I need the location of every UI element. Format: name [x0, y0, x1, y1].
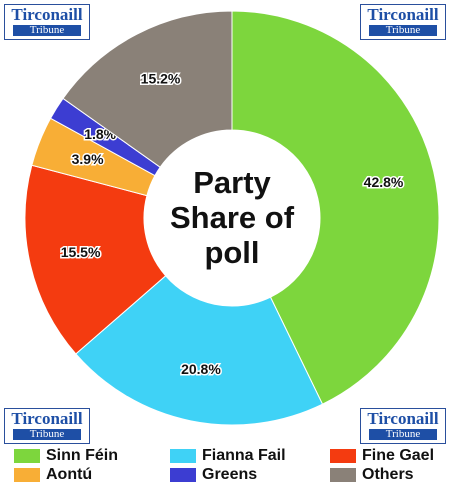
slice: [62, 10, 233, 168]
legend-swatch: [14, 468, 40, 482]
legend-label: Greens: [202, 466, 257, 483]
value-label: 42.8%: [364, 174, 404, 190]
legend-label: Aontú: [46, 466, 92, 483]
legend-swatch: [330, 468, 356, 482]
logo-name: Tirconaill: [11, 5, 83, 24]
slice: [75, 275, 324, 426]
value-label: 15.2%: [141, 71, 181, 87]
logo: Tirconaill Tribune: [360, 4, 446, 40]
logo-subtitle: Tribune: [369, 429, 437, 440]
legend-label: Fine Gael: [362, 447, 434, 464]
logo-subtitle: Tribune: [369, 25, 437, 36]
logo-name: Tirconaill: [11, 409, 83, 428]
legend-swatch: [170, 449, 196, 463]
chart-title: Party Share of poll: [169, 165, 295, 270]
slice: [231, 10, 440, 405]
logo: Tirconaill Tribune: [4, 408, 90, 444]
logo-name: Tirconaill: [367, 5, 439, 24]
slice: [24, 164, 167, 355]
legend-swatch: [170, 468, 196, 482]
logo: Tirconaill Tribune: [4, 4, 90, 40]
legend-swatch: [330, 449, 356, 463]
legend-label: Others: [362, 466, 414, 483]
legend-label: Sinn Féin: [46, 447, 118, 464]
legend-swatch: [14, 449, 40, 463]
value-label: 3.9%: [72, 151, 104, 167]
value-label: 20.8%: [181, 361, 221, 377]
logo-subtitle: Tribune: [13, 25, 81, 36]
value-label: 15.5%: [61, 244, 101, 260]
logo: Tirconaill Tribune: [360, 408, 446, 444]
logo-subtitle: Tribune: [13, 429, 81, 440]
legend-label: Fianna Fail: [202, 447, 286, 464]
logo-name: Tirconaill: [367, 409, 439, 428]
